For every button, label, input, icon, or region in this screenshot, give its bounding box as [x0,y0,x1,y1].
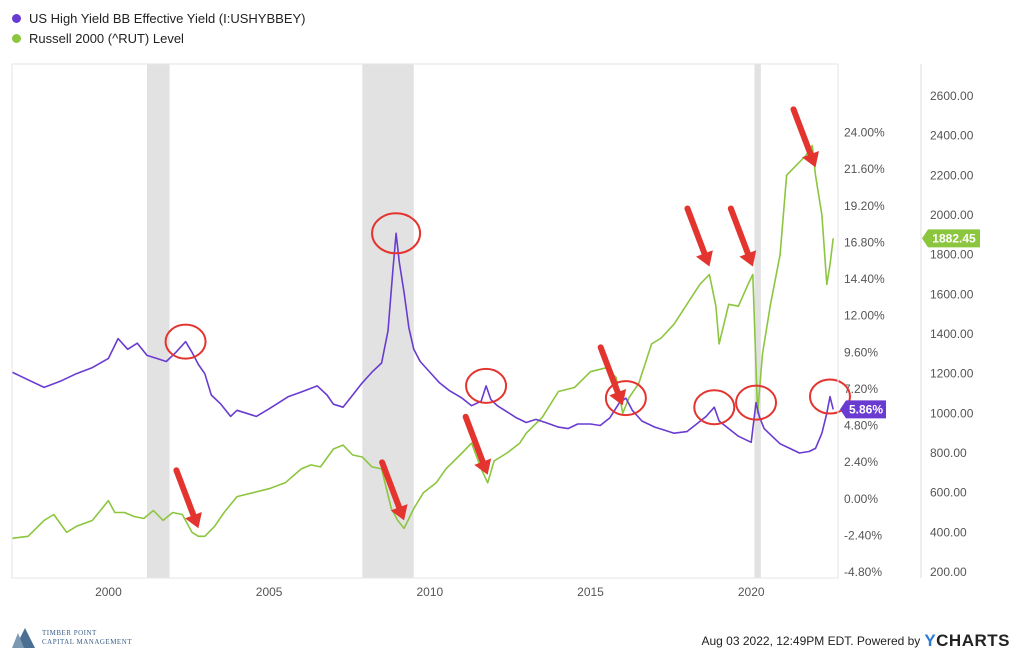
right-tick-label: 1200.00 [930,367,974,381]
left-tick-label: 7.20% [844,382,878,396]
legend-dot-icon [12,13,21,23]
right-tick-label: 2000.00 [930,208,974,222]
recession-bands [146,64,761,578]
left-tick-label: 16.80% [844,235,885,249]
hy-yield-line [11,232,834,454]
right-tick-label: 200.00 [930,565,967,579]
russell-last-value-bg [922,229,980,248]
ycharts-rest: CHARTS [936,631,1010,650]
arrow-shaft [462,413,486,465]
x-tick-label: 2005 [256,585,283,599]
arrow-head-icon [739,250,757,267]
left-tick-label: 4.80% [844,419,878,433]
x-axis: 2000 2005 2010 2015 2020 [95,585,765,599]
left-tick-label: 21.60% [844,162,885,176]
yield-last-value: 5.86% [849,402,883,416]
left-tick-label: 14.40% [844,272,885,286]
right-tick-label: 1800.00 [930,248,974,262]
right-tick-label: 2200.00 [930,168,974,182]
right-tick-label: 600.00 [930,486,967,500]
timber-point-logo: TIMBER POINT CAPITAL MANAGEMENT [12,627,132,649]
ycharts-logo[interactable]: YCHARTS [924,631,1010,651]
recession-band [146,64,170,578]
plot-frame [11,63,839,579]
left-tick-label: 9.60% [844,345,878,359]
right-tick-label: 1400.00 [930,327,974,341]
arrow-head-icon [609,389,627,406]
highlight-circle [808,378,851,415]
legend-dot-icon [12,33,21,43]
yield-last-value-bg [840,400,886,419]
right-tick-label: 2600.00 [930,89,974,103]
right-tick-label: 400.00 [930,525,967,539]
arrow-shaft [727,205,751,257]
left-axis: 24.00% 21.60% 19.20% 16.80% 14.40% 12.00% 9.60… [844,64,922,579]
arrow-head-icon [802,151,819,168]
legend-label: Russell 2000 (^RUT) Level [29,30,184,46]
legend-label: US High Yield BB Effective Yield (I:USHY… [29,10,306,26]
arrow-shaft [790,106,814,158]
arrow-head-icon [696,250,713,267]
left-tick-label: -4.80% [844,565,882,579]
annotations [164,106,851,529]
last-value-badges: 5.86% 1882.45 [840,229,980,419]
right-tick-label: 2400.00 [930,129,974,143]
legend-item-hy-yield[interactable]: US High Yield BB Effective Yield (I:USHY… [12,8,306,28]
highlight-circle [693,389,736,426]
arrow-shaft [173,467,197,519]
left-tick-label: -2.40% [844,528,882,542]
highlight-circle [604,380,647,417]
left-tick-label: 2.40% [844,455,878,469]
chart-legend: US High Yield BB Effective Yield (I:USHY… [12,8,306,48]
arrow-head-icon [390,504,408,521]
x-tick-label: 2020 [738,585,765,599]
highlight-circle [371,212,422,255]
arrow-shaft [379,459,403,511]
left-tick-label: 24.00% [844,126,885,140]
footer-attribution: Aug 03 2022, 12:49PM EDT. Powered by YCH… [702,631,1011,651]
ycharts-y: Y [924,631,937,650]
arrow-head-icon [474,458,492,475]
highlight-circle [465,367,508,404]
right-tick-label: 1000.00 [930,406,974,420]
arrow-shaft [684,205,708,257]
russell-2000-line [11,144,834,540]
left-tick-label: 0.00% [844,492,878,506]
recession-band [754,64,761,578]
series-lines [11,144,834,540]
x-tick-label: 2000 [95,585,122,599]
left-tick-label: 19.20% [844,199,885,213]
legend-item-russell-2000[interactable]: Russell 2000 (^RUT) Level [12,28,306,48]
x-tick-label: 2010 [416,585,443,599]
timestamp-text: Aug 03 2022, 12:49PM EDT. Powered by [701,634,921,648]
highlight-circle [735,384,778,421]
tree-logo-icon [12,628,35,648]
x-tick-label: 2015 [577,585,604,599]
logo-line-1: TIMBER POINT [42,629,97,637]
logo-line-2: CAPITAL MANAGEMENT [42,638,133,646]
right-tick-label: 1600.00 [930,287,974,301]
right-axis: 2600.00 2400.00 2200.00 2000.00 1800.00 1600.… [930,89,974,579]
arrow-shaft [597,344,621,396]
russell-last-value: 1882.45 [932,231,976,245]
right-tick-label: 800.00 [930,446,967,460]
arrow-head-icon [185,512,202,529]
highlight-circle [164,323,207,360]
left-tick-label: 12.00% [844,309,885,323]
